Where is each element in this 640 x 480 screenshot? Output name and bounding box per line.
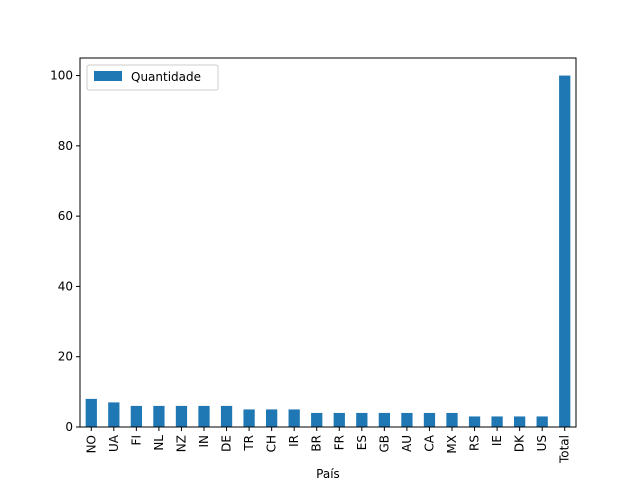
x-tick-label: MX — [445, 435, 459, 454]
bar-in — [198, 405, 210, 427]
x-tick-label: US — [535, 435, 549, 451]
x-tick-label: FR — [332, 435, 346, 450]
x-tick-label: BR — [310, 435, 324, 452]
x-tick-label: NO — [84, 435, 98, 453]
x-tick-label: NL — [152, 435, 166, 451]
y-tick-label: 60 — [58, 209, 73, 223]
x-axis: NO UA FI NL NZ IN DE TR CH IR BR FR ES GB AU CA MX RS IE DK… — [84, 427, 572, 464]
x-tick-label: GB — [377, 435, 391, 453]
x-tick-label: AU — [400, 435, 414, 452]
bar-ie — [491, 416, 503, 427]
x-tick-label: CA — [422, 434, 436, 451]
bar-fr — [333, 412, 345, 427]
bar-nl — [153, 405, 165, 427]
bar-us — [536, 416, 548, 427]
y-axis: 0 20 40 60 80 100 — [50, 69, 80, 434]
x-tick-label: DE — [220, 435, 234, 452]
x-tick-label: NZ — [174, 435, 188, 452]
bar-de — [220, 405, 233, 427]
x-tick-label: CH — [265, 435, 279, 452]
x-tick-label: FI — [129, 435, 143, 445]
bar-fi — [130, 405, 142, 427]
bars-group — [85, 75, 571, 428]
legend-swatch — [94, 71, 122, 81]
x-tick-label: ES — [355, 435, 369, 450]
x-tick-label: IE — [490, 435, 504, 446]
bar-rs — [468, 416, 481, 427]
bar-ca — [423, 412, 436, 427]
bar-gb — [378, 412, 390, 427]
plot-frame — [79, 57, 577, 428]
bar-dk — [514, 416, 526, 427]
x-tick-label: RS — [468, 435, 482, 451]
legend-label: Quantidade — [131, 70, 201, 84]
bar-total — [559, 75, 571, 428]
x-axis-label: País — [316, 467, 340, 480]
y-tick-label: 100 — [50, 69, 73, 83]
bar-au — [401, 412, 413, 427]
x-tick-label: Total — [558, 435, 572, 464]
x-tick-label: UA — [107, 434, 121, 452]
y-tick-label: 0 — [65, 420, 73, 434]
x-tick-label: IN — [197, 435, 211, 448]
bar-nz — [175, 405, 188, 427]
x-tick-label: IR — [287, 435, 301, 447]
y-tick-label: 80 — [58, 139, 73, 153]
y-tick-label: 20 — [58, 350, 73, 364]
bar-es — [356, 412, 368, 427]
bar-ua — [108, 402, 120, 427]
bar-ir — [288, 409, 300, 427]
x-tick-label: DK — [513, 434, 527, 452]
bar-br — [311, 412, 323, 427]
legend: Quantidade — [86, 64, 219, 91]
x-tick-label: TR — [242, 435, 256, 452]
bar-mx — [446, 412, 458, 427]
bar-no — [85, 398, 97, 427]
y-tick-label: 40 — [58, 279, 73, 293]
bar-tr — [243, 409, 255, 427]
bar-ch — [266, 409, 278, 427]
